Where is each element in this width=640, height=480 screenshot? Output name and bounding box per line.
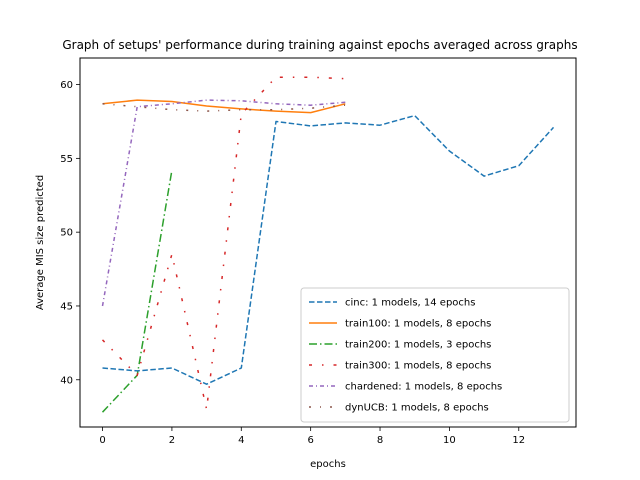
y-tick-label: 40	[60, 375, 73, 386]
x-tick-label: 12	[512, 435, 525, 446]
y-tick-label: 50	[60, 228, 73, 239]
x-tick-label: 4	[238, 435, 244, 446]
x-tick-label: 2	[169, 435, 175, 446]
legend-label: chardened: 1 models, 8 epochs	[345, 382, 502, 393]
legend: cinc: 1 models, 14 epochs train100: 1 mod…	[300, 287, 570, 423]
x-tick-label: 8	[377, 435, 383, 446]
x-tick-label: 0	[99, 435, 105, 446]
chart-title: Graph of setups' performance during trai…	[62, 38, 577, 52]
y-tick-label: 55	[60, 154, 73, 165]
series-line-1	[102, 114, 555, 385]
x-tick-label: 10	[443, 435, 456, 446]
plot-frame	[79, 57, 577, 428]
y-tick-label: 60	[60, 80, 73, 91]
legend-label: train300: 1 models, 8 epochs	[345, 361, 491, 372]
y-tick-label: 45	[60, 301, 73, 312]
legend-label: cinc: 1 models, 14 epochs	[345, 298, 475, 309]
x-tick-label: 6	[307, 435, 313, 446]
x-axis-label: epochs	[310, 459, 346, 470]
series-line-5	[101, 99, 346, 307]
y-axis: 40 45 50 55 60	[60, 80, 80, 386]
y-axis-label: Average MIS size predicted	[35, 175, 46, 310]
legend-label: dynUCB: 1 models, 8 epochs	[345, 403, 489, 414]
legend-label: train200: 1 models, 3 epochs	[345, 340, 491, 351]
legend-box	[300, 287, 570, 423]
series-line-2	[102, 99, 346, 114]
x-axis: 0 2 4 6 8 10 12	[99, 427, 525, 446]
series-line-4	[101, 76, 346, 411]
legend-label: train100: 1 models, 8 epochs	[345, 319, 491, 330]
series-layer	[101, 76, 555, 413]
